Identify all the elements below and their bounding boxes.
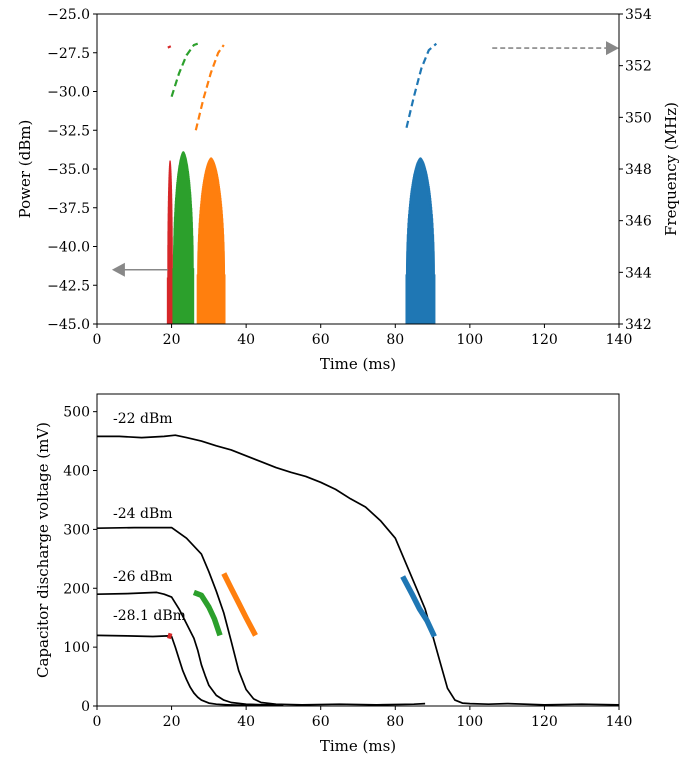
top-y-tick-label: −37.5 [47,201,90,217]
top-y-tick-label: −27.5 [47,46,90,62]
top-x-tick-label: 60 [312,332,330,348]
frequency-sweep-blue [405,42,438,128]
power-burst-orange [197,157,226,324]
top-y-tick-label: −30.0 [47,85,90,101]
top-y-axis-label: Power (dBm) [16,120,34,219]
top-x-tick-label: 0 [93,332,102,348]
discharge-curve-28dbm [97,634,265,706]
discharge-curve-22dbm [97,434,619,706]
arrow-to-frequency-axis-head [606,41,619,56]
top-y-tick-label: −42.5 [47,278,90,294]
bottom-x-tick-label: 120 [531,714,558,730]
bottom-x-axis-label: Time (ms) [320,737,396,755]
top-y-tick-label: −35.0 [47,162,90,178]
bottom-x-tick-label: 100 [456,714,483,730]
top-right-y-tick-label: 346 [625,214,652,230]
frequency-sweep-orange [194,44,225,131]
top-y-tick-label: −25.0 [47,7,90,23]
arrow-to-power-axis-head [111,262,125,277]
discharge-highlight-orange [221,572,258,637]
bottom-plot-area [97,434,619,706]
discharge-curve-26dbm [97,591,284,706]
discharge-curve-24dbm [97,526,426,706]
bottom-y-tick-label: 100 [63,640,90,656]
annotation-26dbm: -26 dBm [113,569,173,585]
bottom-x-tick-label: 0 [93,714,102,730]
top-right-y-axis-label: Frequency (MHz) [662,102,680,236]
bottom-x-tick-label: 140 [606,714,633,730]
top-x-tick-label: 20 [163,332,181,348]
power-burst-green [172,151,194,324]
bottom-x-tick-label: 60 [312,714,330,730]
bottom-x-tick-label: 40 [237,714,255,730]
bottom-x-tick-label: 80 [386,714,404,730]
bottom-x-tick-label: 20 [163,714,181,730]
discharge-highlight-green [192,589,223,637]
discharge-highlight-blue [400,575,437,638]
bottom-y-tick-label: 200 [63,581,90,597]
top-right-y-tick-label: 344 [625,265,652,281]
annotation-22dbm: -22 dBm [113,411,173,427]
top-x-tick-label: 80 [386,332,404,348]
bottom-y-tick-label: 0 [81,699,90,715]
top-right-y-tick-label: 352 [625,59,652,75]
top-y-tick-label: −40.0 [47,240,90,256]
top-right-y-tick-label: 350 [625,110,652,126]
top-x-tick-label: 120 [531,332,558,348]
top-x-tick-label: 40 [237,332,255,348]
power-burst-red [167,160,173,324]
bottom-y-tick-label: 500 [63,405,90,421]
top-x-tick-label: 140 [606,332,633,348]
top-y-tick-label: −32.5 [47,123,90,139]
annotation-24dbm: -24 dBm [113,506,173,522]
top-x-tick-label: 100 [456,332,483,348]
annotation-28dbm: -28.1 dBm [113,608,186,624]
top-y-tick-label: −45.0 [47,317,90,333]
bottom-axes-frame [96,393,620,707]
top-right-y-tick-label: 354 [625,7,652,23]
top-axes: 0 20 40 60 80 100 120 140 −45.0 −42.5 −40.0 −37.5 −3… [47,7,652,348]
power-burst-blue [405,157,435,324]
frequency-sweep-green [170,42,199,98]
bottom-axes: 0 20 40 60 80 100 120 140 0 100 200 300 400 500 [63,393,633,730]
top-plot-area [111,41,619,324]
top-right-y-tick-label: 348 [625,162,652,178]
bottom-y-tick-label: 400 [63,464,90,480]
top-right-y-tick-label: 342 [625,317,652,333]
discharge-highlight-red [167,632,173,640]
bottom-y-axis-label: Capacitor discharge voltage (mV) [34,422,52,678]
frequency-sweep-red [167,45,172,49]
bottom-y-tick-label: 300 [63,522,90,538]
top-x-axis-label: Time (ms) [320,355,396,373]
